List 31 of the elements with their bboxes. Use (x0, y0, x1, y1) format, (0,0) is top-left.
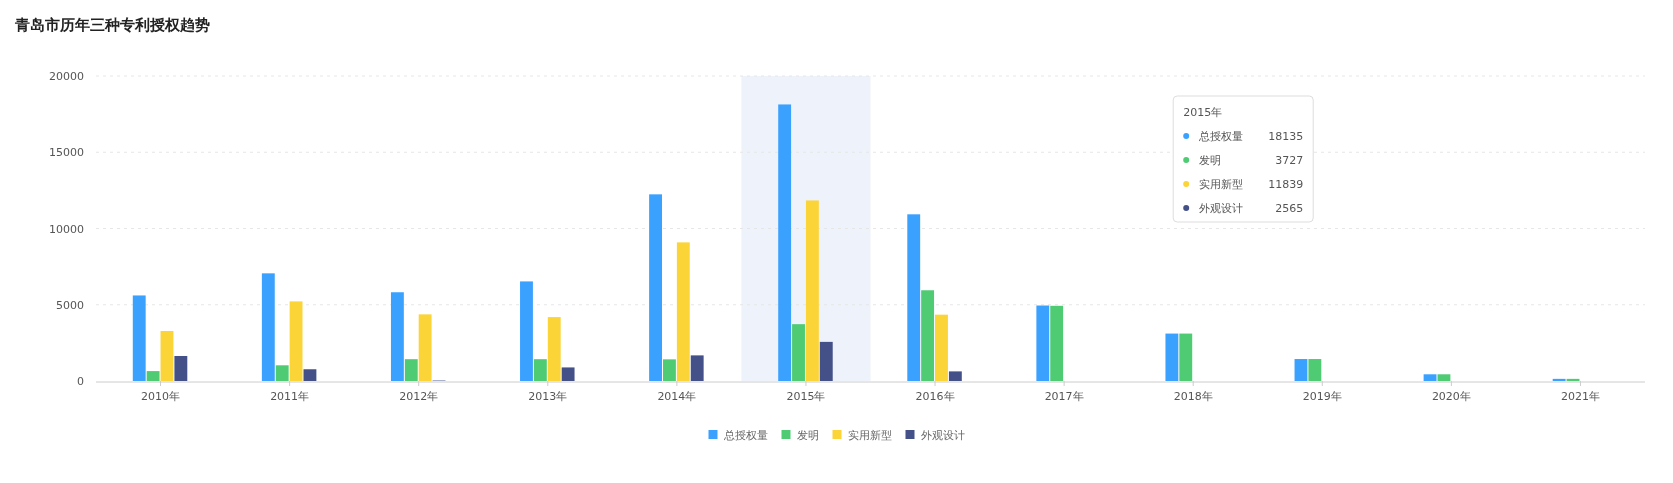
x-tick-label: 2014年 (657, 390, 697, 403)
text: 总授权量 (723, 429, 768, 442)
chart-title: 青岛市历年三种专利授权趋势 (14, 16, 210, 34)
x-tick-label: 2020年 (1431, 390, 1471, 403)
x-tick-label: 2011年 (270, 390, 310, 403)
legend-label: 发明 (796, 429, 819, 442)
x-tick-label: 2018年 (1173, 390, 1213, 403)
legend-label: 外观设计 (920, 429, 965, 442)
x-tick-label: 2010年 (141, 390, 181, 403)
annotation: 2015年 (1183, 106, 1223, 119)
x-tick-label: 2012年 (399, 390, 439, 403)
text: 实用新型 (1199, 178, 1244, 191)
legend-label: 总授权量 (1198, 130, 1244, 143)
y-tick-label: 20000 (49, 70, 84, 83)
text: 外观设计 (1199, 202, 1244, 215)
x-tick-label: 2019年 (1302, 390, 1342, 403)
annotation: 2565 (1275, 202, 1304, 215)
y-tick-label: 10000 (49, 222, 84, 236)
x-tick-label: 2021年 (1560, 390, 1600, 403)
x-tick-label: 2017年 (1044, 390, 1084, 403)
y-tick-label: 15000 (49, 146, 84, 160)
y-tick-label: 0 (77, 375, 84, 388)
x-tick-label: 2013年 (528, 390, 568, 403)
y-tick-label: 5000 (56, 298, 84, 312)
annotation: 11839 (1268, 178, 1304, 191)
x-tick-label: 2015年 (786, 390, 826, 403)
annotation: 18135 (1268, 130, 1304, 143)
text: 发明 (1199, 154, 1222, 167)
x-tick-label: 2016年 (915, 390, 955, 403)
legend-label: 实用新型 (847, 429, 892, 442)
annotation: 3727 (1275, 154, 1304, 167)
